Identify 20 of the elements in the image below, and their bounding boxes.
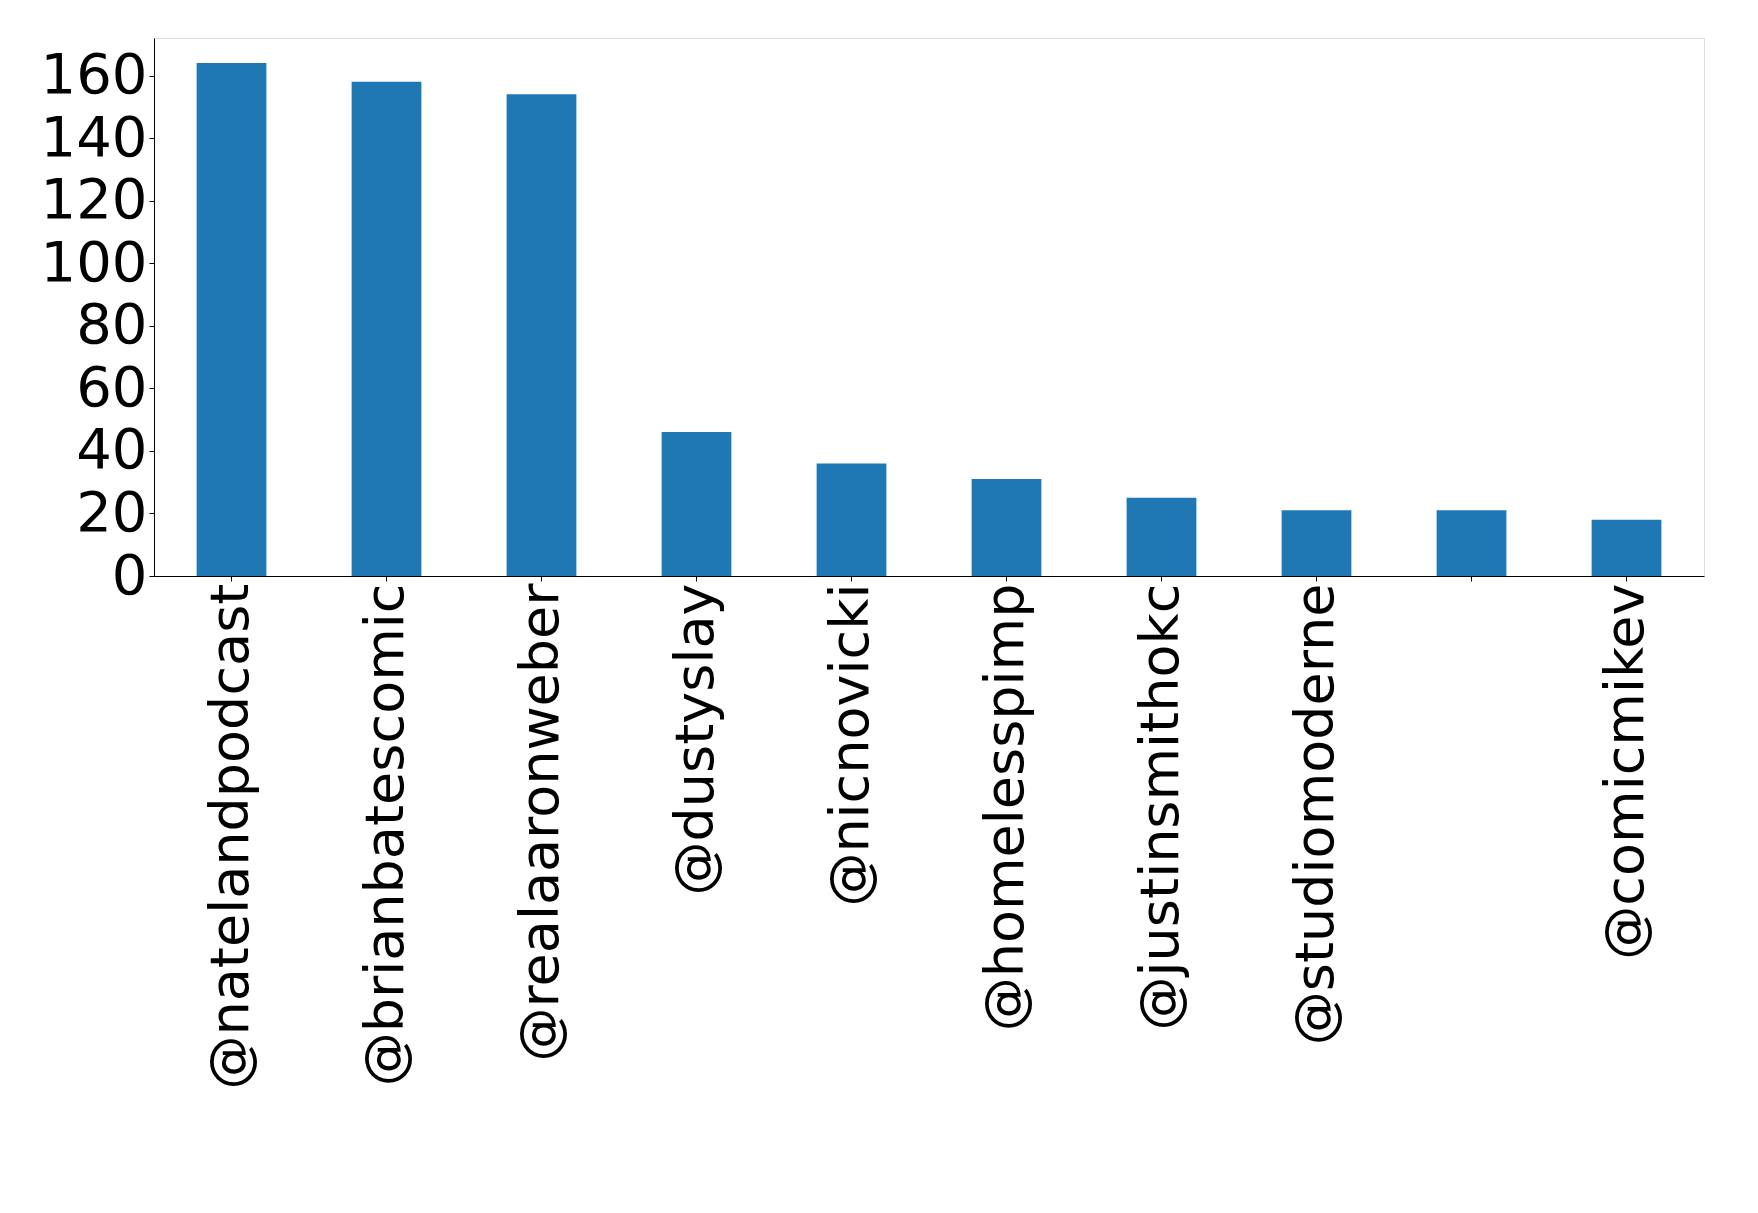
bar bbox=[196, 63, 267, 576]
bar bbox=[1281, 510, 1352, 576]
bar bbox=[661, 432, 732, 576]
bar bbox=[816, 463, 887, 576]
x-tick-label: @studiomoderne bbox=[1282, 583, 1346, 1046]
bar bbox=[351, 81, 422, 576]
bar bbox=[971, 479, 1042, 576]
x-tick-label: @brianbatescomic bbox=[352, 583, 416, 1087]
bar bbox=[1126, 497, 1197, 576]
bar bbox=[506, 94, 577, 576]
x-tick-label: @justinsmithokc bbox=[1127, 583, 1191, 1031]
x-tick-label: @realaaronweber bbox=[507, 582, 571, 1062]
bar bbox=[1591, 519, 1662, 576]
y-tick-label: 0 bbox=[111, 541, 148, 607]
x-tick-label: @dustyslay bbox=[662, 583, 726, 896]
x-tick-label: @nicnovicki bbox=[817, 583, 881, 907]
x-tick-label: @natelandpodcast bbox=[197, 583, 261, 1090]
x-tick-label: @comicmikev bbox=[1592, 583, 1656, 960]
x-tick-label: @homelesspimp bbox=[972, 583, 1036, 1032]
bar bbox=[1436, 510, 1507, 576]
